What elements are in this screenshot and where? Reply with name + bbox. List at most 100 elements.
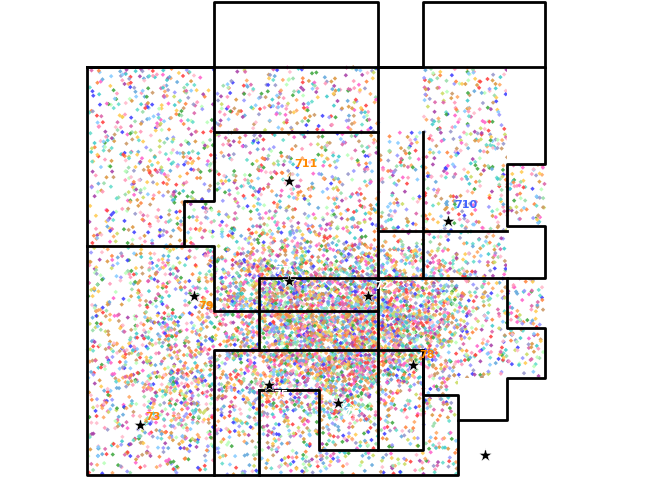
Point <box>332 224 343 232</box>
Point <box>479 162 490 170</box>
Point <box>290 266 301 274</box>
Point <box>236 296 247 304</box>
Point <box>136 319 146 327</box>
Point <box>205 433 216 441</box>
Point <box>285 320 295 328</box>
Point <box>337 130 348 138</box>
Point <box>418 113 429 121</box>
Point <box>285 231 295 239</box>
Point <box>226 319 237 327</box>
Point <box>321 377 332 385</box>
Point <box>240 194 250 202</box>
Point <box>291 285 302 293</box>
Point <box>491 359 501 367</box>
Point <box>201 333 211 341</box>
Point <box>263 295 274 303</box>
Point <box>167 309 178 317</box>
Point <box>91 112 102 120</box>
Point <box>422 339 433 347</box>
Point <box>287 91 298 99</box>
Point <box>179 342 190 350</box>
Point <box>255 105 265 113</box>
Point <box>273 394 284 402</box>
Point <box>414 348 424 356</box>
Point <box>174 111 185 119</box>
Point <box>242 83 253 90</box>
Point <box>368 257 379 265</box>
Point <box>241 266 252 274</box>
Point <box>448 331 459 339</box>
Point <box>424 399 434 407</box>
Point <box>374 391 385 399</box>
Point <box>308 406 319 414</box>
Point <box>223 289 234 297</box>
Point <box>297 356 307 364</box>
Point <box>148 400 159 408</box>
Point <box>489 143 499 151</box>
Point <box>312 362 322 370</box>
Point <box>348 322 358 330</box>
Point <box>112 230 122 238</box>
Point <box>409 344 420 352</box>
Point <box>238 280 248 288</box>
Point <box>278 281 289 289</box>
Point <box>344 395 354 403</box>
Point <box>302 214 312 222</box>
Point <box>424 310 434 318</box>
Point <box>395 348 406 356</box>
Point <box>474 177 485 185</box>
Point <box>264 363 275 371</box>
Point <box>261 384 271 392</box>
Point <box>168 264 179 272</box>
Point <box>475 147 485 155</box>
Point <box>456 139 467 147</box>
Point <box>281 116 292 124</box>
Point <box>436 286 446 294</box>
Point <box>187 407 198 414</box>
Point <box>452 308 463 316</box>
Point <box>238 375 249 383</box>
Point <box>314 370 324 378</box>
Point <box>193 166 204 173</box>
Point <box>348 328 358 335</box>
Point <box>359 308 370 316</box>
Point <box>379 346 389 354</box>
Point <box>191 364 202 372</box>
Point <box>418 153 429 161</box>
Point <box>124 393 134 401</box>
Point <box>202 346 213 354</box>
Point <box>462 320 473 328</box>
Point <box>184 140 195 148</box>
Point <box>269 300 279 308</box>
Point <box>491 97 502 105</box>
Point <box>292 348 303 356</box>
Point <box>439 167 449 175</box>
Point <box>441 233 451 241</box>
Point <box>103 358 114 366</box>
Point <box>261 262 271 270</box>
Point <box>312 427 323 435</box>
Point <box>292 195 303 203</box>
Point <box>464 91 475 99</box>
Point <box>459 201 470 209</box>
Point <box>438 335 449 343</box>
Point <box>378 371 389 379</box>
Point <box>408 254 419 262</box>
Point <box>238 320 249 328</box>
Point <box>313 353 324 361</box>
Point <box>391 405 401 413</box>
Point <box>283 462 293 470</box>
Point <box>430 465 440 473</box>
Point <box>179 383 189 391</box>
Point <box>502 207 513 215</box>
Point <box>277 391 287 399</box>
Point <box>419 128 430 136</box>
Point <box>345 85 355 93</box>
Point <box>320 309 330 317</box>
Point <box>365 210 376 218</box>
Point <box>93 323 103 331</box>
Point <box>391 269 402 277</box>
Point <box>246 423 256 431</box>
Point <box>136 65 146 73</box>
Point <box>363 306 374 314</box>
